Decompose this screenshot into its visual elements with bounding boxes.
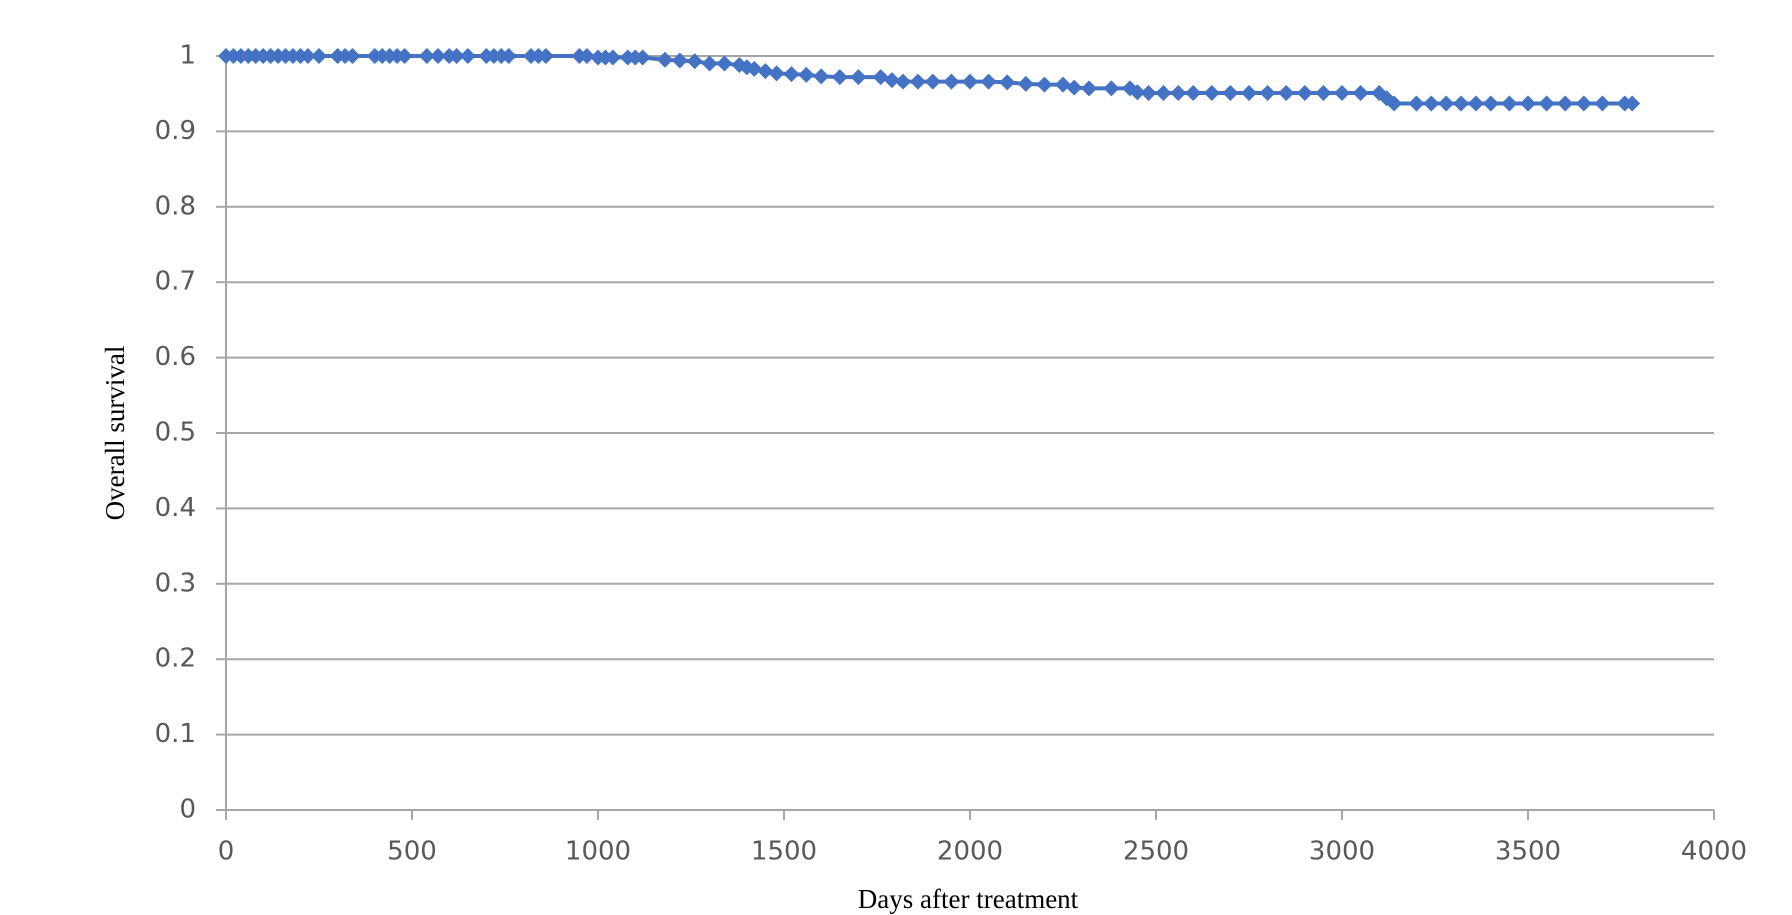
data-point <box>418 48 435 64</box>
data-point <box>1170 84 1187 101</box>
data-point <box>299 48 316 64</box>
data-point <box>1520 95 1536 112</box>
data-point <box>1624 95 1641 112</box>
y-tick-label: 0.7 <box>155 267 196 297</box>
data-point <box>344 48 361 64</box>
data-point <box>980 73 997 90</box>
y-tick-label: 0.8 <box>155 191 196 221</box>
data-point <box>831 69 848 86</box>
y-tick-label: 0.6 <box>155 342 196 372</box>
data-point <box>1423 95 1440 112</box>
x-tick-label: 1500 <box>751 837 817 867</box>
data-point <box>1241 84 1257 101</box>
x-tick-label: 500 <box>387 837 437 867</box>
data-point <box>459 48 476 64</box>
data-point <box>1129 84 1146 101</box>
data-point <box>1501 95 1518 112</box>
x-tick-label: 1000 <box>565 837 631 867</box>
data-point <box>701 55 718 72</box>
data-point <box>1103 80 1120 97</box>
data-point <box>686 53 703 70</box>
y-axis-label: Overall survival <box>100 346 130 521</box>
data-point <box>813 68 830 85</box>
data-point <box>578 48 595 64</box>
data-point <box>909 73 926 90</box>
data-point <box>1557 95 1574 112</box>
data-point <box>999 74 1016 91</box>
x-tick-label: 2000 <box>937 837 1003 867</box>
x-tick-label: 0 <box>218 837 235 867</box>
x-tick-label: 2500 <box>1123 837 1189 867</box>
data-point <box>872 69 889 86</box>
data-point <box>1081 80 1098 97</box>
data-point <box>311 48 327 64</box>
data-point <box>656 51 673 68</box>
data-point <box>850 69 867 86</box>
y-tick-label: 0.1 <box>155 719 196 749</box>
y-tick-label: 0.9 <box>155 116 196 146</box>
data-point <box>537 48 554 64</box>
data-point <box>757 63 774 80</box>
data-point <box>883 72 900 89</box>
y-tick-label: 0.4 <box>155 493 196 523</box>
data-point <box>1140 84 1157 101</box>
data-point <box>1066 79 1083 96</box>
data-point <box>1203 84 1220 101</box>
data-point <box>1259 84 1276 101</box>
data-point <box>1408 95 1425 112</box>
y-tick-label: 0.5 <box>155 418 196 448</box>
data-point <box>1438 95 1455 112</box>
data-point <box>895 73 912 90</box>
data-point <box>1334 84 1350 101</box>
data-point <box>604 49 621 66</box>
data-point <box>746 60 763 77</box>
data-point <box>1185 84 1202 101</box>
data-point <box>671 52 688 69</box>
data-point <box>430 48 447 64</box>
data-point <box>1538 95 1555 112</box>
data-point <box>783 66 800 83</box>
data-point <box>1278 84 1295 101</box>
data-point <box>500 48 517 64</box>
data-point <box>396 48 413 64</box>
data-point <box>1467 95 1484 112</box>
data-point <box>1155 84 1172 101</box>
x-tick-label: 4000 <box>1681 837 1747 867</box>
y-tick-label: 0.2 <box>155 644 196 674</box>
data-point <box>1296 84 1313 101</box>
data-point <box>1594 95 1611 112</box>
x-axis-label: Days after treatment <box>858 884 1079 914</box>
data-point <box>634 49 651 66</box>
data-point <box>448 48 465 64</box>
y-tick-label: 0 <box>179 795 196 825</box>
data-point <box>1017 75 1034 92</box>
data-point <box>1352 84 1369 101</box>
data-point <box>1036 76 1053 93</box>
data-point <box>1315 84 1332 101</box>
data-point <box>798 66 815 83</box>
data-point <box>924 73 941 90</box>
data-point <box>1575 95 1592 112</box>
data-point <box>1453 95 1470 112</box>
x-tick-label: 3500 <box>1495 837 1561 867</box>
x-tick-label: 3000 <box>1309 837 1375 867</box>
data-point <box>716 55 733 72</box>
data-point <box>768 65 785 82</box>
data-point <box>1222 84 1239 101</box>
data-point <box>962 73 978 90</box>
data-point <box>1055 76 1071 93</box>
data-point <box>1482 95 1499 112</box>
data-point <box>1386 95 1403 112</box>
y-tick-label: 0.3 <box>155 568 196 598</box>
data-point <box>943 73 960 90</box>
y-tick-label: 1 <box>179 41 196 71</box>
